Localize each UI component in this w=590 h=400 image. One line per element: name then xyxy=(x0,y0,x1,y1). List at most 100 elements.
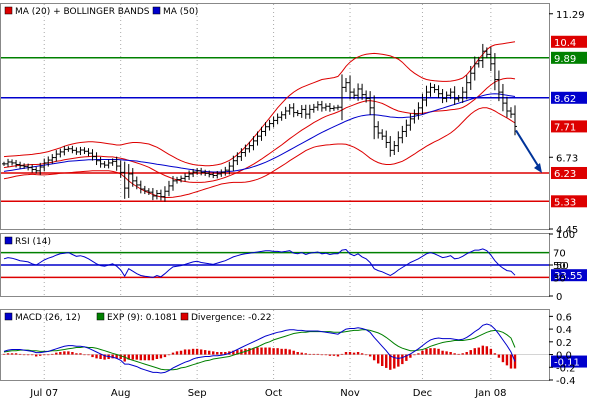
divergence-bar xyxy=(288,349,291,355)
legend-ma20-bollinger: MA (20) + BOLLINGER BANDS xyxy=(15,7,150,17)
rsi-line xyxy=(3,248,516,278)
ohlc-bar xyxy=(360,83,365,100)
ohlc-bar xyxy=(380,129,385,140)
ohlc-bar xyxy=(203,169,208,176)
ohlc-bar xyxy=(70,145,75,154)
divergence-bar xyxy=(18,353,22,355)
x-label: Jul 07 xyxy=(29,388,58,399)
ohlc-bar xyxy=(436,85,441,99)
rsi-value-tag-text: 33.55 xyxy=(554,271,583,282)
rsi-level-label: 30 xyxy=(553,273,566,284)
divergence-bar xyxy=(87,354,90,356)
divergence-bar xyxy=(300,352,303,355)
ohlc-bar xyxy=(432,84,437,93)
support-resistance-lines xyxy=(1,57,549,355)
divergence-bar xyxy=(465,352,468,355)
divergence-bar xyxy=(199,349,203,355)
divergence-bar xyxy=(389,354,392,370)
ohlc-bar xyxy=(408,113,413,131)
divergence-bar xyxy=(473,348,476,355)
ohlc-bar xyxy=(42,158,47,172)
ohlc-bar xyxy=(118,160,123,178)
divergence-bar xyxy=(493,353,497,355)
divergence-bar xyxy=(324,354,328,356)
ohlc-bar xyxy=(267,119,272,131)
ohlc-bar xyxy=(38,162,43,175)
divergence-bar xyxy=(63,351,66,355)
legend-divergence: Divergence: -0.22 xyxy=(191,313,271,323)
macd-value-tag-box xyxy=(551,355,587,368)
price-tag-box xyxy=(551,195,587,208)
divergence-bar xyxy=(34,354,38,357)
divergence-bar xyxy=(485,346,489,355)
ohlc-bar xyxy=(476,56,481,68)
divergence-bar xyxy=(59,352,62,355)
ohlc-bar xyxy=(456,95,461,102)
ohlc-bar xyxy=(150,188,155,201)
macd-legend: MACD (26, 12) EXP (9): 0.1081 Divergence… xyxy=(4,312,271,323)
rsi-legend: RSI (14) xyxy=(4,236,51,247)
ohlc-bar xyxy=(484,47,489,59)
divergence-bar xyxy=(43,354,46,356)
ohlc-bar xyxy=(271,116,276,128)
ohlc-bar xyxy=(307,104,312,119)
macd-line xyxy=(3,323,516,374)
ohlc-bar xyxy=(50,154,55,164)
ohlc-bar xyxy=(416,102,421,120)
legend-signal: EXP (9): 0.1081 xyxy=(107,313,177,323)
divergence-bar xyxy=(79,353,82,355)
price-tag-text: 9.89 xyxy=(554,54,576,65)
divergence-bar xyxy=(344,352,348,355)
ohlc-bar xyxy=(195,168,200,175)
divergence-bar xyxy=(240,349,243,355)
divergence-bar xyxy=(212,351,215,355)
ohlc-bar xyxy=(263,122,268,137)
ohlc-bar xyxy=(138,180,143,194)
divergence-bar xyxy=(449,352,452,355)
price-tag-text: 5.33 xyxy=(554,197,576,208)
divergence-bar xyxy=(296,352,299,355)
divergence-bar xyxy=(207,350,211,355)
projection-arrow-line xyxy=(515,129,541,170)
ohlc-bar xyxy=(452,86,457,105)
rsi-y-tick-label: 50 xyxy=(556,261,569,272)
ohlc-bar xyxy=(388,136,393,157)
divergence-bar xyxy=(195,348,199,355)
divergence-bar xyxy=(332,354,336,356)
divergence-bar xyxy=(433,348,436,355)
ohlc-bar xyxy=(315,101,320,111)
divergence-bar xyxy=(248,348,251,355)
divergence-bar xyxy=(103,354,106,360)
divergence-bar xyxy=(429,348,432,355)
ohlc-bar xyxy=(6,158,11,167)
ohlc-bar xyxy=(460,86,465,103)
divergence-bar xyxy=(461,353,464,355)
divergence-bar xyxy=(336,354,340,357)
ohlc-bar xyxy=(279,111,284,121)
ohlc-bar xyxy=(291,103,296,118)
divergence-bar xyxy=(22,354,26,356)
divergence-bar xyxy=(236,350,239,355)
ohlc-bar xyxy=(251,136,256,151)
ohlc-bar xyxy=(239,148,244,161)
ohlc-bar xyxy=(372,95,377,140)
ohlc-bar xyxy=(199,167,204,176)
ohlc-bar xyxy=(231,155,236,172)
ohlc-bar xyxy=(122,161,127,199)
divergence-bar xyxy=(513,354,517,369)
divergence-bar xyxy=(364,354,368,356)
ohlc-bar xyxy=(295,109,300,117)
divergence-bar xyxy=(280,348,283,355)
divergence-bar xyxy=(127,354,130,360)
legend-swatch-macd xyxy=(4,312,13,321)
macd-panel-frame xyxy=(0,309,550,381)
divergence-bar xyxy=(187,349,191,355)
divergence-bar xyxy=(397,354,400,367)
ohlc-bar xyxy=(472,56,477,81)
bollinger-lower-line xyxy=(3,107,516,198)
x-label: Oct xyxy=(265,388,282,399)
divergence-bar xyxy=(348,352,352,355)
divergence-bar xyxy=(175,351,179,355)
price-tag-text: 10.4 xyxy=(554,38,576,49)
